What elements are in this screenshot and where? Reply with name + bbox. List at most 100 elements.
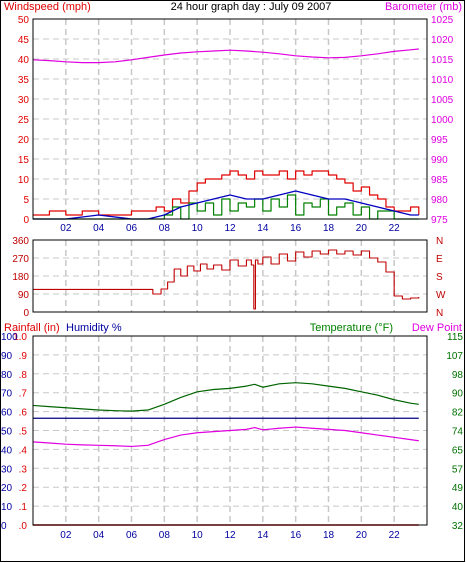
direction-tick-label: 270 xyxy=(12,254,29,265)
barometer-tick-label: 1025 xyxy=(431,15,454,26)
rainfall-tick-label: .5 xyxy=(19,427,28,438)
temperature-tick-label: 40 xyxy=(452,502,464,513)
graph-title: 24 hour graph day : July 09 2007 xyxy=(171,1,332,13)
temperature-tick-label: 32 xyxy=(452,521,464,532)
temperature-tick-label: 74 xyxy=(452,427,464,438)
windspeed-tick-label: 45 xyxy=(18,35,30,46)
rainfall-tick-label: .9 xyxy=(19,351,28,362)
hour-tick-label: 12 xyxy=(224,223,236,234)
dewpoint-axis-label: Dew Point xyxy=(412,322,462,334)
barometer-tick-label: 1000 xyxy=(431,115,454,126)
wind-panel-frame xyxy=(32,18,428,220)
humidity-tick-label: 40 xyxy=(1,445,13,456)
rainfall-tick-label: .8 xyxy=(19,370,28,381)
hour-tick-label: 06 xyxy=(126,530,138,541)
rainfall-tick-label: .1 xyxy=(19,502,28,513)
hour-tick-label: 12 xyxy=(224,530,236,541)
humidity-tick-label: 50 xyxy=(1,427,13,438)
barometer-series-line xyxy=(32,48,419,64)
dewpoint-series-line xyxy=(32,426,419,448)
hour-tick-label: 20 xyxy=(356,530,368,541)
windspeed-tick-label: 0 xyxy=(23,215,29,226)
rainfall-tick-label: .6 xyxy=(19,408,28,419)
compass-tick-label: N xyxy=(436,308,443,319)
barometer-axis-label: Barometer (mb) xyxy=(385,1,462,13)
humidity-tick-label: 30 xyxy=(1,464,13,475)
barometer-tick-label: 985 xyxy=(431,175,448,186)
rainfall-tick-label: .3 xyxy=(19,464,28,475)
hour-tick-label: 08 xyxy=(159,223,171,234)
hour-tick-label: 20 xyxy=(356,223,368,234)
temperature-axis-label: Temperature (°F) xyxy=(310,322,393,334)
temperature-tick-label: 98 xyxy=(452,370,464,381)
rainfall-tick-label: .7 xyxy=(19,389,28,400)
humidity-tick-label: 100 xyxy=(1,332,18,343)
wind-direction-series-line xyxy=(33,249,420,310)
rainfall-tick-label: .4 xyxy=(19,445,28,456)
rainfall-axis-label: Rainfall (in) xyxy=(4,322,60,334)
wind-barometer-panel: 0510152025303540455097598098599099510001… xyxy=(18,15,454,234)
compass-tick-label: E xyxy=(436,254,443,265)
barometer-tick-label: 995 xyxy=(431,135,448,146)
barometer-tick-label: 975 xyxy=(431,215,448,226)
humidity-tick-label: 10 xyxy=(1,502,13,513)
hour-tick-label: 14 xyxy=(257,223,269,234)
temperature-humidity-panel: .0 .1 .2 .3 .4 .5 .6 .7 .8 .9 1.0 0 10 20 30 40 50 60 70 80… xyxy=(1,332,463,541)
windspeed-tick-label: 5 xyxy=(23,195,29,206)
windspeed-tick-label: 20 xyxy=(18,135,30,146)
hour-tick-label: 14 xyxy=(257,530,269,541)
hour-tick-label: 22 xyxy=(389,530,401,541)
humidity-tick-label: 60 xyxy=(1,408,13,419)
temperature-tick-label: 90 xyxy=(452,389,464,400)
humidity-tick-label: 0 xyxy=(1,521,7,532)
barometer-tick-label: 1015 xyxy=(431,55,454,66)
compass-tick-label: S xyxy=(436,272,443,283)
humidity-axis-label: Humidity % xyxy=(66,322,122,334)
humidity-tick-label: 70 xyxy=(1,389,13,400)
rainfall-tick-label: .0 xyxy=(19,521,28,532)
rainfall-tick-label: .2 xyxy=(19,483,28,494)
hour-tick-label: 18 xyxy=(323,223,335,234)
humidity-tick-label: 90 xyxy=(1,351,13,362)
temperature-tick-label: 115 xyxy=(447,332,463,343)
direction-tick-label: 180 xyxy=(12,272,29,283)
windspeed-tick-label: 40 xyxy=(18,55,30,66)
hour-tick-label: 04 xyxy=(93,530,105,541)
direction-tick-label: 0 xyxy=(23,308,29,319)
hour-tick-label: 04 xyxy=(93,223,105,234)
windspeed-tick-label: 25 xyxy=(18,115,30,126)
hour-tick-label: 16 xyxy=(290,223,302,234)
hour-tick-label: 08 xyxy=(159,530,171,541)
windspeed-tick-label: 50 xyxy=(18,15,30,26)
compass-tick-label: W xyxy=(436,290,446,301)
hour-tick-label: 02 xyxy=(60,530,72,541)
compass-tick-label: N xyxy=(436,236,443,247)
temperature-tick-label: 107 xyxy=(446,351,463,362)
hour-tick-label: 10 xyxy=(192,530,204,541)
hour-tick-label: 02 xyxy=(60,223,72,234)
rainfall-tick-label: 1.0 xyxy=(13,332,27,343)
barometer-tick-label: 1020 xyxy=(431,35,454,46)
temperature-tick-label: 49 xyxy=(452,483,464,494)
humidity-tick-label: 20 xyxy=(1,483,13,494)
barometer-tick-label: 1005 xyxy=(431,95,454,106)
temperature-panel-frame xyxy=(32,335,428,526)
barometer-tick-label: 1010 xyxy=(431,75,454,86)
direction-tick-label: 360 xyxy=(12,236,29,247)
windspeed-tick-label: 10 xyxy=(18,175,30,186)
windspeed-series-line xyxy=(33,170,420,216)
temperature-tick-label: 65 xyxy=(452,445,464,456)
humidity-tick-label: 80 xyxy=(1,370,13,381)
hour-tick-label: 10 xyxy=(192,223,204,234)
direction-tick-label: 90 xyxy=(18,290,30,301)
windspeed-axis-label: Windspeed (mph) xyxy=(4,1,91,13)
hour-tick-label: 16 xyxy=(290,530,302,541)
temperature-tick-label: 82 xyxy=(452,408,464,419)
direction-panel-frame xyxy=(32,239,428,313)
windspeed-tick-label: 30 xyxy=(18,95,30,106)
hour-tick-label: 18 xyxy=(323,530,335,541)
windspeed-tick-label: 35 xyxy=(18,75,30,86)
